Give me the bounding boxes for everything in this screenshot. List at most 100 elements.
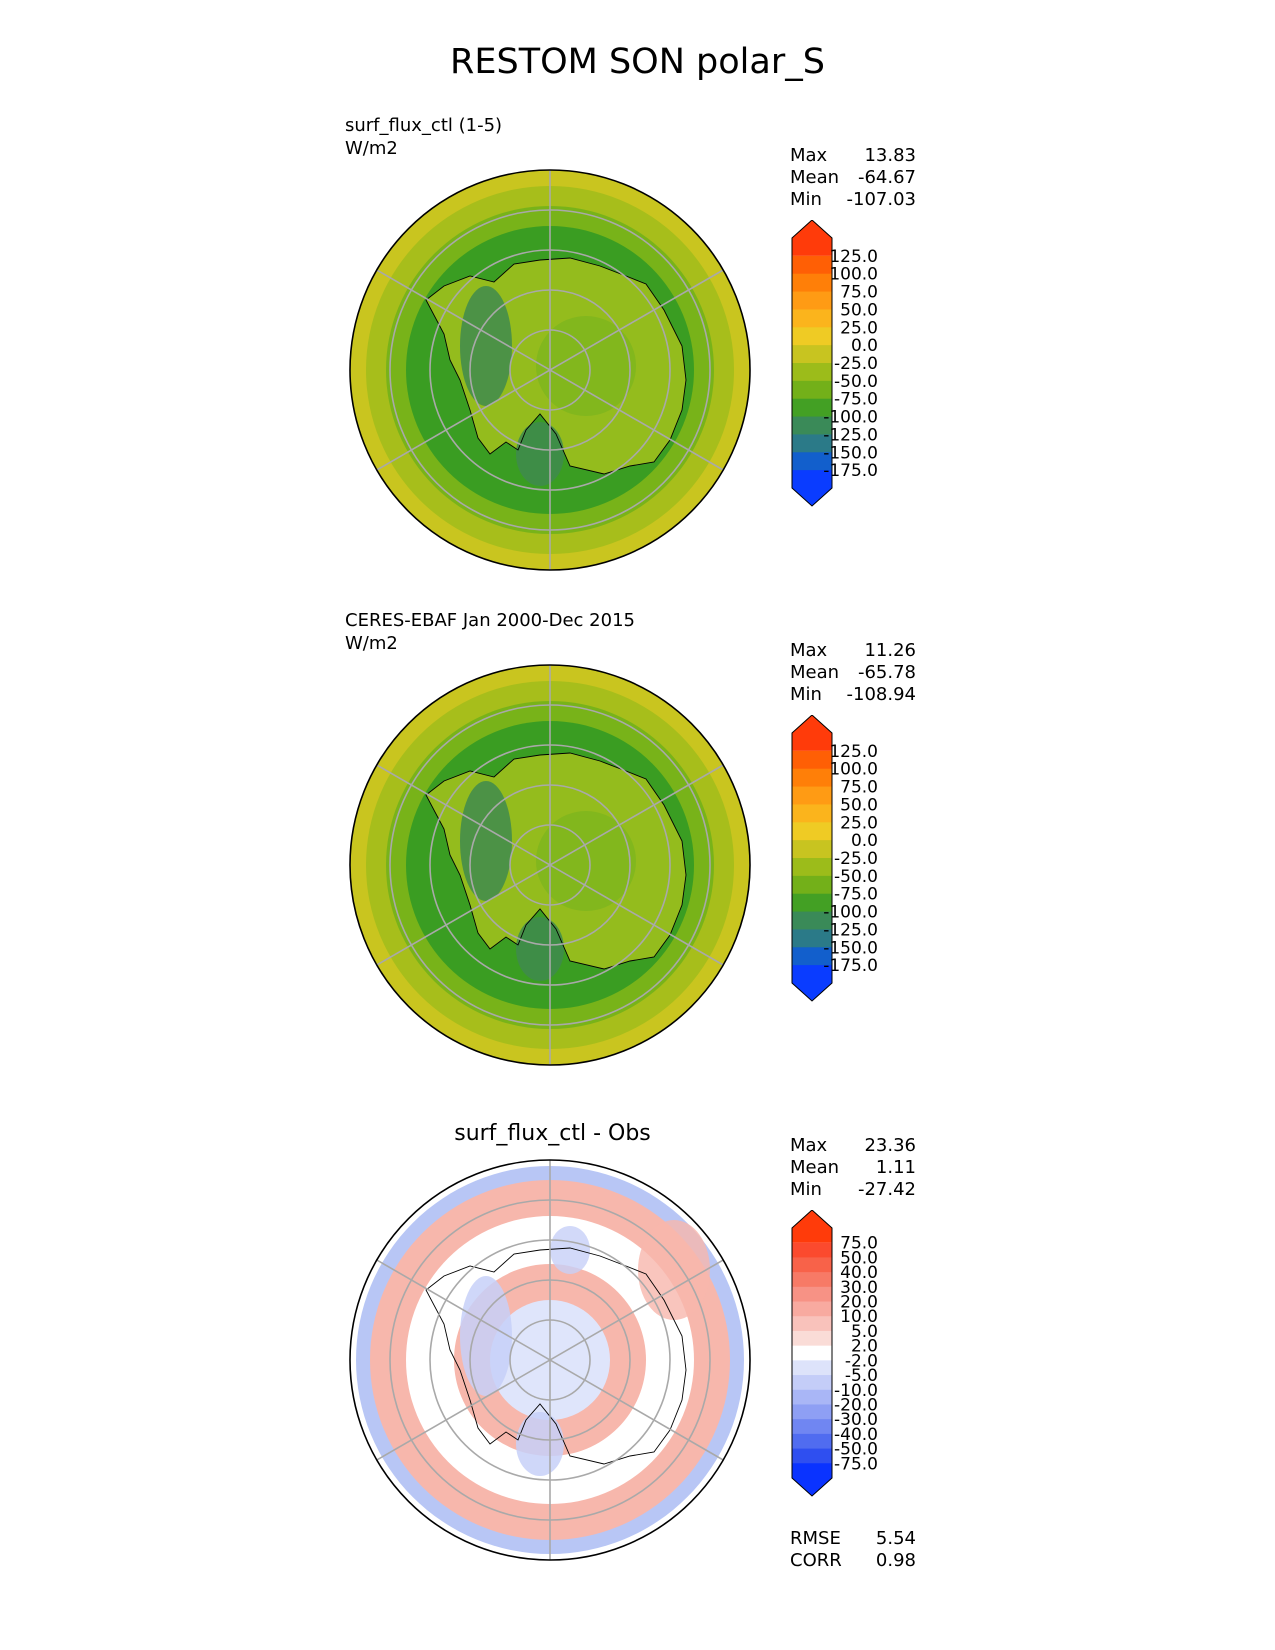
colorbar-segment: [792, 804, 832, 823]
colorbar-tick-label: 75.0: [840, 778, 878, 798]
colorbar-tick-label: 50.0: [840, 1248, 878, 1268]
stat-max-value: 13.83: [864, 145, 916, 166]
panel-3-title: surf_flux_ctl - Obs: [454, 1121, 651, 1146]
stat-min-value: -107.03: [846, 189, 916, 210]
colorbar-extend-top: [792, 715, 832, 751]
contour-patch: [536, 316, 636, 416]
coastline: [425, 1247, 687, 1465]
colorbar-outline: [791, 1210, 833, 1497]
colorbar-tick-label: -10.0: [834, 1381, 878, 1401]
colorbar-tick-label: 30.0: [840, 1278, 878, 1298]
colorbar-extend-top: [792, 1210, 832, 1243]
stat-max-value: 23.36: [864, 1135, 916, 1156]
stat-mean-label: Mean: [790, 1157, 840, 1178]
stat-max-label: Max: [790, 145, 828, 166]
panel-3-colorbar: 75.050.040.030.020.010.05.02.0-2.0-5.0-1…: [791, 1210, 878, 1497]
colorbar-segment: [792, 822, 832, 841]
colorbar-tick-label: 0.0: [851, 831, 878, 851]
colorbar-tick-label: 75.0: [840, 283, 878, 303]
colorbar-tick-label: -40.0: [834, 1425, 878, 1445]
colorbar-tick-label: 100.0: [829, 760, 878, 780]
colorbar-segment: [792, 947, 832, 966]
stat-min-label: Min: [790, 684, 822, 705]
panel-1-title: surf_flux_ctl (1-5) W/m2: [345, 114, 502, 160]
colorbar-tick-label: -25.0: [834, 849, 878, 869]
contour-patch: [516, 1412, 564, 1476]
colorbar-segment: [792, 1330, 832, 1347]
colorbar-segment: [792, 1419, 832, 1435]
coastline: [425, 257, 687, 475]
colorbar-tick-label: -100.0: [823, 903, 878, 923]
colorbar-segment: [792, 858, 832, 877]
contour-patch: [550, 1226, 590, 1274]
colorbar-segment: [792, 750, 832, 770]
colorbar-tick-label: -75.0: [834, 885, 878, 905]
panel-1-title-line-1: surf_flux_ctl (1-5): [345, 115, 503, 136]
panel-3-stats: Max 23.36 Mean 1.11 Min -27.42: [790, 1135, 916, 1201]
colorbar-tick-label: 50.0: [840, 795, 878, 815]
panel-2-colorbar: 125.0100.075.050.025.00.0-25.0-50.0-75.0…: [791, 715, 878, 1002]
colorbar-segment: [792, 1389, 832, 1405]
colorbar-tick-label: 5.0: [851, 1322, 878, 1342]
stat-rmse-label: RMSE: [790, 1528, 841, 1549]
colorbar-tick-label: -150.0: [823, 443, 878, 463]
colorbar-segment: [792, 1404, 832, 1420]
colorbar-tick-label: -175.0: [823, 956, 878, 976]
colorbar-segment: [792, 1301, 832, 1317]
colorbar-segment: [792, 1286, 832, 1303]
colorbar-tick-label: -125.0: [823, 920, 878, 940]
longitude-gridline: [376, 1259, 724, 1461]
contour-patch: [536, 811, 636, 911]
stat-min-value: -108.94: [846, 684, 916, 705]
colorbar-outline: [791, 715, 833, 1002]
colorbar-tick-label: -100.0: [823, 408, 878, 428]
stat-min-value: -27.42: [857, 1179, 916, 1200]
colorbar-segment: [792, 1272, 832, 1288]
colorbar-tick-label: 20.0: [840, 1293, 878, 1313]
colorbar-tick-label: 75.0: [840, 1234, 878, 1254]
stat-corr-label: CORR: [790, 1550, 842, 1571]
colorbar-segment: [792, 327, 832, 346]
panel-2-units: W/m2: [345, 633, 398, 654]
colorbar-tick-label: -75.0: [834, 1454, 878, 1474]
colorbar-tick-label: -5.0: [845, 1366, 878, 1386]
colorbar-tick-label: 50.0: [840, 300, 878, 320]
longitude-gridline: [376, 764, 724, 966]
colorbar-segment: [792, 1316, 832, 1332]
colorbar-tick-label: 40.0: [840, 1263, 878, 1283]
colorbar-tick-label: -30.0: [834, 1410, 878, 1430]
colorbar-tick-label: 25.0: [840, 318, 878, 338]
stat-mean-value: -64.67: [857, 167, 916, 188]
colorbar-tick-label: 0.0: [851, 336, 878, 356]
colorbar-segment: [792, 911, 832, 930]
panel-2-map: [349, 664, 751, 1066]
contour-patch: [516, 422, 564, 486]
colorbar-tick-label: 125.0: [829, 742, 878, 762]
stat-corr-value: 0.98: [875, 1550, 916, 1571]
longitude-gridline: [376, 269, 724, 471]
colorbar-tick-label: -150.0: [823, 938, 878, 958]
figure-title: RESTOM SON polar_S: [450, 42, 825, 82]
colorbar-tick-label: 10.0: [840, 1307, 878, 1327]
stat-mean-label: Mean: [790, 662, 840, 683]
map-boundary: [349, 1159, 751, 1561]
panel-1-map: [349, 169, 751, 571]
colorbar-tick-label: -20.0: [834, 1395, 878, 1415]
colorbar-tick-label: -175.0: [823, 461, 878, 481]
colorbar-segment: [792, 291, 832, 310]
map-boundary: [349, 664, 751, 1066]
colorbar-segment: [792, 416, 832, 435]
colorbar-outline: [791, 220, 833, 507]
colorbar-segment: [792, 1257, 832, 1273]
colorbar-segment: [792, 452, 832, 471]
panel-2-title: CERES-EBAF Jan 2000-Dec 2015 W/m2: [345, 609, 635, 655]
colorbar-segment: [792, 273, 832, 293]
colorbar-segment: [792, 1345, 832, 1361]
colorbar-segment: [792, 1448, 832, 1464]
colorbar-segment: [792, 398, 832, 418]
colorbar-extend-bottom: [792, 1463, 832, 1496]
stat-mean-value: -65.78: [857, 662, 916, 683]
colorbar-tick-label: -125.0: [823, 425, 878, 445]
colorbar-segment: [792, 1433, 832, 1450]
colorbar-tick-label: -50.0: [834, 1440, 878, 1460]
